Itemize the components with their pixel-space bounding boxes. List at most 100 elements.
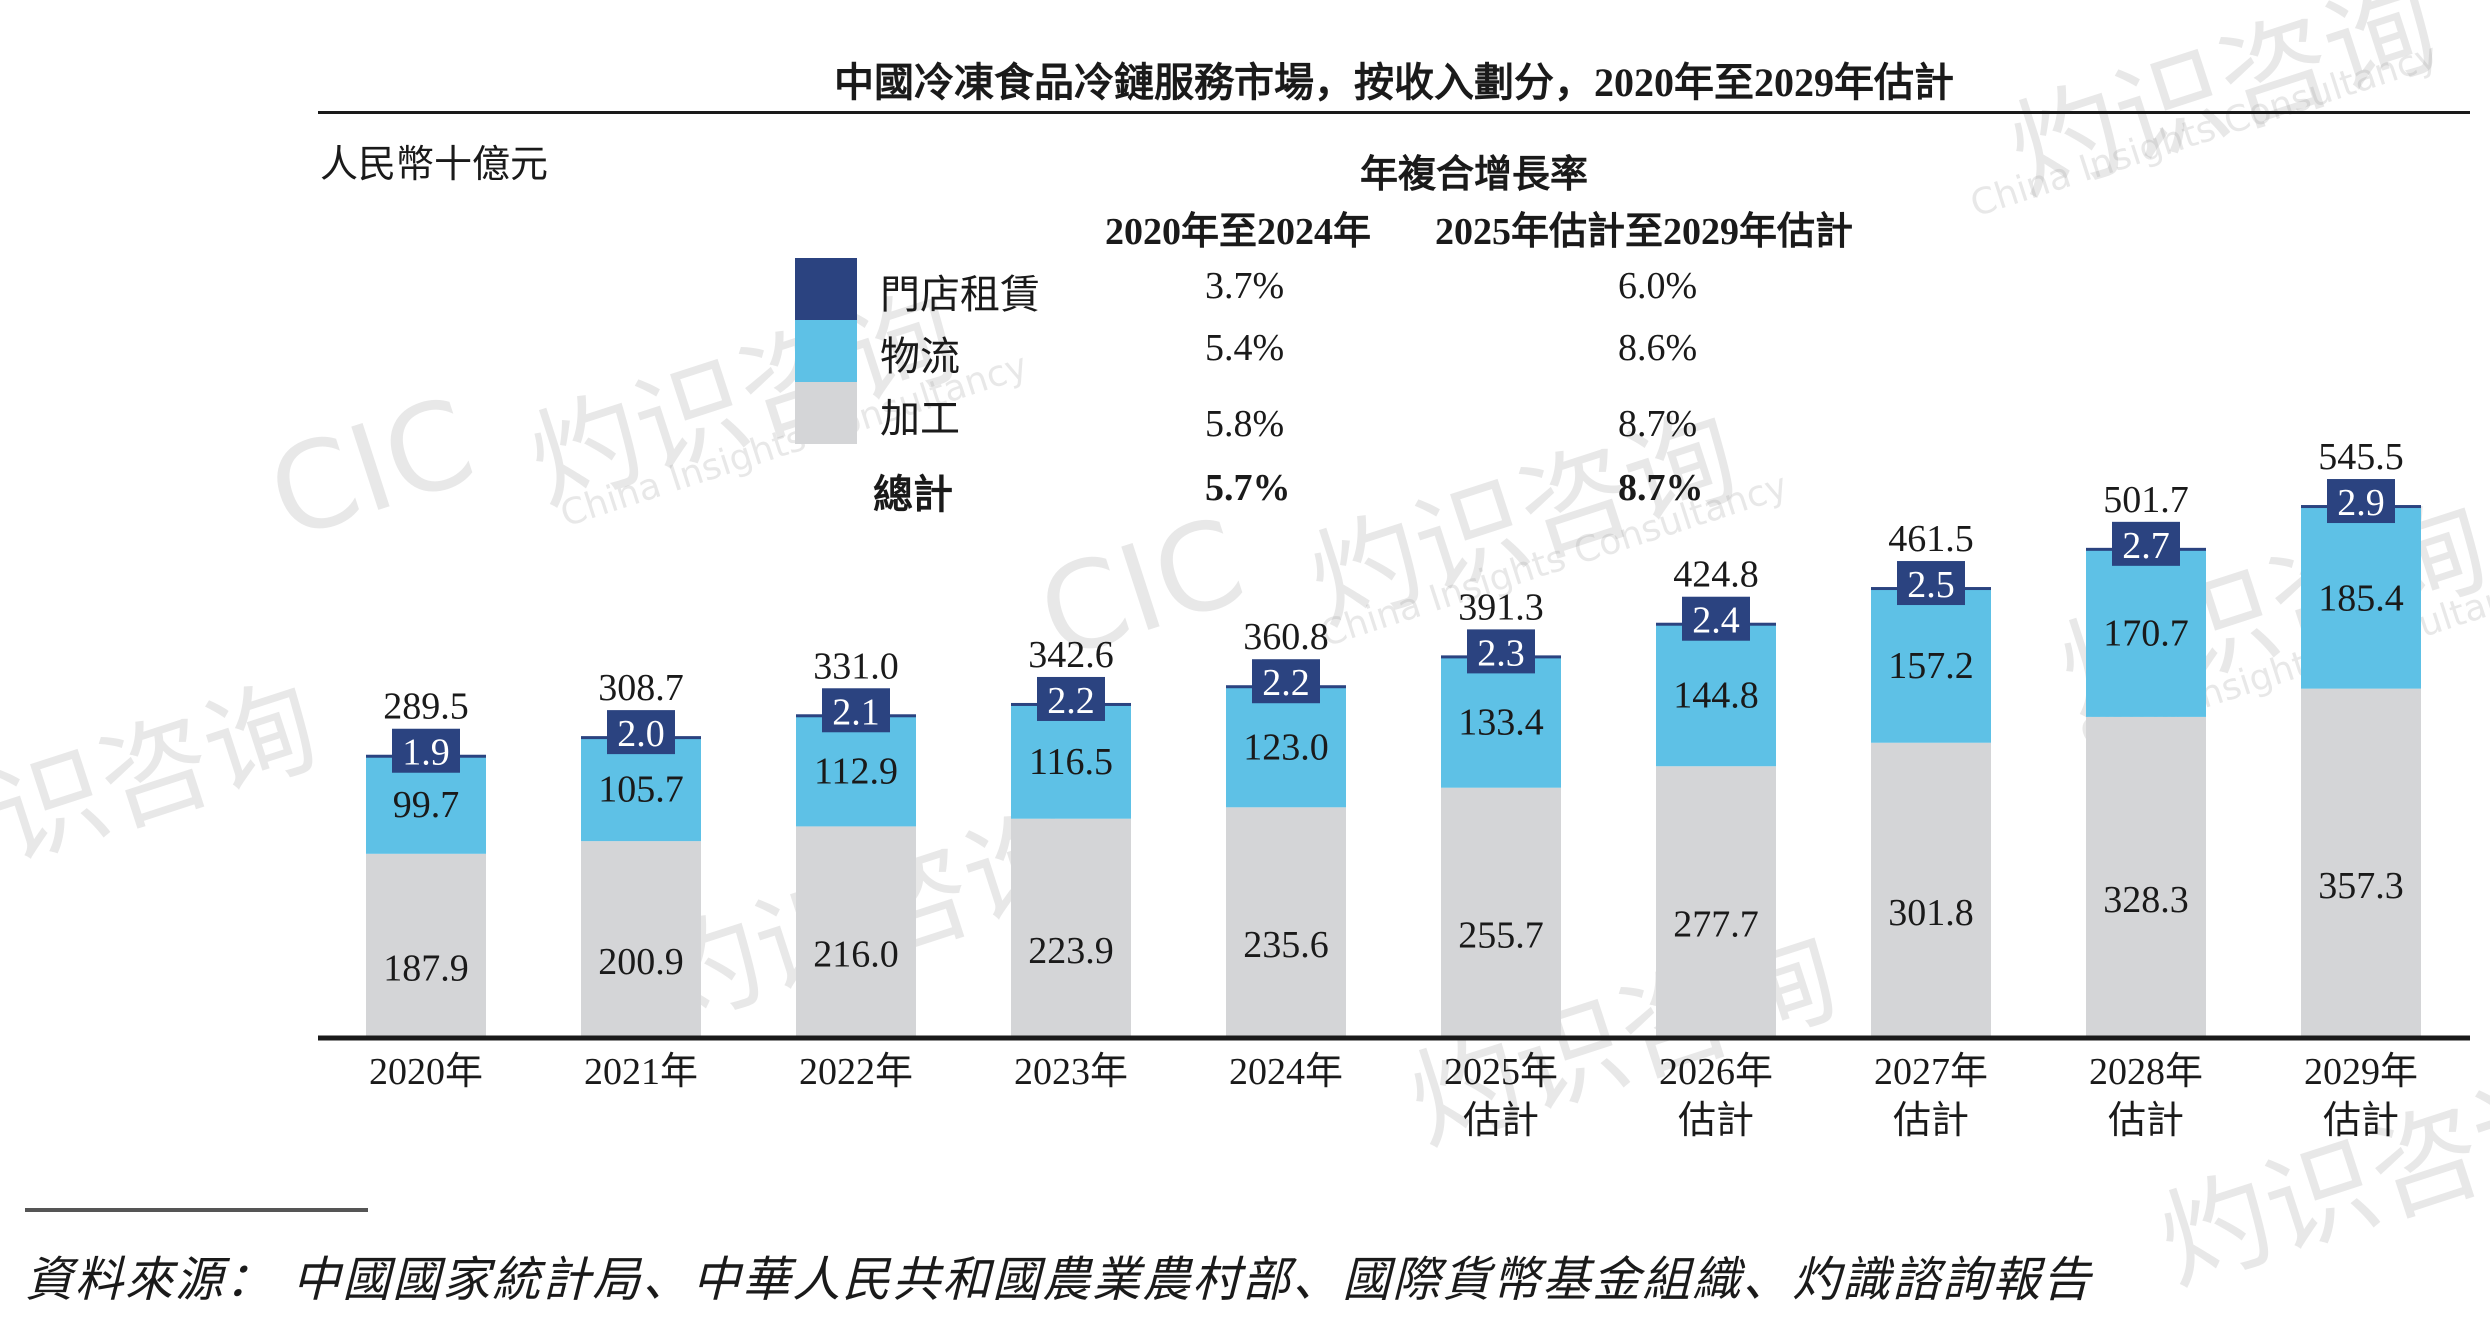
- title-rule: [318, 111, 2470, 114]
- legend-swatch: [795, 382, 857, 444]
- data-label-total: 461.5: [1888, 518, 1974, 560]
- legend-label: 加工: [880, 396, 960, 441]
- cagr-column-header-2: 2025年估計至2029年估計: [1435, 211, 1854, 253]
- cagr-title: 年複合增長率: [1360, 154, 1589, 196]
- x-tick-label: 2027年: [1874, 1051, 1988, 1093]
- data-label-logistics: 116.5: [1029, 741, 1113, 783]
- data-label-box-store-rental: [1682, 596, 1750, 641]
- x-tick-label: 2023年: [1014, 1051, 1128, 1093]
- bar-segment-processing: [581, 841, 701, 1037]
- data-label-box-store-rental: [1467, 629, 1535, 674]
- x-tick-label: 2024年: [1229, 1051, 1343, 1093]
- source-note: 資料來源： 中國國家統計局、中華人民共和國農業農村部、國際貨幣基金組織、灼識諮詢…: [25, 1252, 2093, 1308]
- bar-segment-logistics: [1871, 589, 1991, 743]
- x-tick-label: 2022年: [799, 1051, 913, 1093]
- data-label-store-rental: 2.5: [1907, 564, 1955, 606]
- legend-label: 門店租賃: [880, 272, 1040, 317]
- bar-segment-logistics: [2086, 550, 2206, 717]
- data-label-box-store-rental: [1037, 676, 1105, 721]
- data-label-box-store-rental: [1897, 561, 1965, 606]
- cagr-value: 8.7%: [1618, 403, 1698, 445]
- bar-segment-processing: [1871, 742, 1991, 1037]
- data-label-logistics: 112.9: [814, 750, 898, 792]
- data-label-processing: 235.6: [1243, 924, 1329, 966]
- x-tick-label: 2028年: [2089, 1051, 2203, 1093]
- data-label-box-store-rental: [392, 728, 460, 773]
- bar-segment-logistics: [796, 716, 916, 827]
- bar-segment-logistics: [1656, 625, 1776, 767]
- data-label-total: 308.7: [598, 667, 684, 709]
- data-label-store-rental: 2.3: [1477, 632, 1525, 674]
- data-label-store-rental: 2.2: [1262, 662, 1310, 704]
- x-tick-label: 2021年: [584, 1051, 698, 1093]
- data-label-processing: 328.3: [2103, 879, 2189, 921]
- data-label-total: 289.5: [383, 686, 469, 728]
- bar-segment-processing: [1226, 807, 1346, 1037]
- data-label-total: 501.7: [2103, 479, 2189, 521]
- data-label-box-store-rental: [2112, 521, 2180, 566]
- bar-segment-logistics: [581, 738, 701, 842]
- data-label-total: 424.8: [1673, 554, 1759, 596]
- data-label-processing: 277.7: [1673, 904, 1759, 946]
- data-label-store-rental: 2.9: [2337, 482, 2385, 524]
- data-label-logistics: 105.7: [598, 769, 684, 811]
- x-tick-sublabel: 估計: [2323, 1100, 2399, 1142]
- data-label-logistics: 185.4: [2318, 577, 2404, 619]
- data-label-store-rental: 2.0: [617, 713, 665, 755]
- x-tick-label: 2020年: [369, 1051, 483, 1093]
- x-tick-label: 2026年: [1659, 1051, 1773, 1093]
- data-label-box-store-rental: [822, 688, 890, 733]
- bar-segment-logistics: [1011, 705, 1131, 819]
- data-label-processing: 216.0: [813, 934, 899, 976]
- x-tick-sublabel: 估計: [2108, 1100, 2184, 1142]
- bar-segment-processing: [2301, 688, 2421, 1037]
- x-tick-sublabel: 估計: [1678, 1100, 1754, 1142]
- cagr-value: 6.0%: [1618, 265, 1698, 307]
- data-label-store-rental: 2.7: [2122, 525, 2170, 567]
- source-rule: [25, 1208, 368, 1212]
- data-label-logistics: 157.2: [1888, 645, 1974, 687]
- data-label-total: 360.8: [1243, 616, 1329, 658]
- cagr-column-header-1: 2020年至2024年: [1105, 211, 1372, 253]
- bar-segment-processing: [1656, 766, 1776, 1037]
- total-label: 總計: [873, 472, 953, 517]
- cagr-value-total: 5.7%: [1205, 467, 1291, 509]
- legend-swatch: [795, 320, 857, 382]
- data-label-store-rental: 2.2: [1047, 680, 1095, 722]
- data-label-logistics: 170.7: [2103, 613, 2189, 655]
- legend-label: 物流: [880, 334, 960, 379]
- bar-segment-logistics: [2301, 507, 2421, 689]
- cagr-value: 3.7%: [1205, 265, 1285, 307]
- data-label-processing: 187.9: [383, 947, 469, 989]
- x-tick-sublabel: 估計: [1893, 1100, 1969, 1142]
- bar-segment-processing: [2086, 716, 2206, 1037]
- y-axis-unit-label: 人民幣十億元: [320, 144, 549, 186]
- data-label-logistics: 133.4: [1458, 702, 1544, 744]
- data-label-processing: 357.3: [2318, 865, 2404, 907]
- data-label-store-rental: 2.1: [832, 691, 880, 733]
- data-label-processing: 255.7: [1458, 914, 1544, 956]
- data-label-logistics: 123.0: [1243, 726, 1329, 768]
- data-label-store-rental: 1.9: [402, 732, 450, 774]
- cagr-value: 8.6%: [1618, 327, 1698, 369]
- data-label-store-rental: 2.4: [1692, 600, 1740, 642]
- data-label-processing: 200.9: [598, 941, 684, 983]
- legend-swatch: [795, 258, 857, 320]
- bar-segment-processing: [1011, 818, 1131, 1037]
- data-label-logistics: 144.8: [1673, 675, 1759, 717]
- data-label-box-store-rental: [1252, 659, 1320, 704]
- data-label-processing: 223.9: [1028, 930, 1114, 972]
- cagr-value-total: 8.7%: [1618, 467, 1704, 509]
- data-label-total: 545.5: [2318, 436, 2404, 478]
- cagr-value: 5.4%: [1205, 327, 1285, 369]
- cagr-value: 5.8%: [1205, 403, 1285, 445]
- chart-title: 中國冷凍食品冷鏈服務市場，按收入劃分，2020年至2029年估計: [834, 60, 1954, 105]
- data-label-processing: 301.8: [1888, 892, 1974, 934]
- bar-segment-processing: [366, 853, 486, 1037]
- data-label-box-store-rental: [2327, 479, 2395, 524]
- data-label-total: 331.0: [813, 645, 899, 687]
- bar-segment-logistics: [366, 756, 486, 854]
- data-label-box-store-rental: [607, 710, 675, 755]
- bar-segment-logistics: [1226, 687, 1346, 808]
